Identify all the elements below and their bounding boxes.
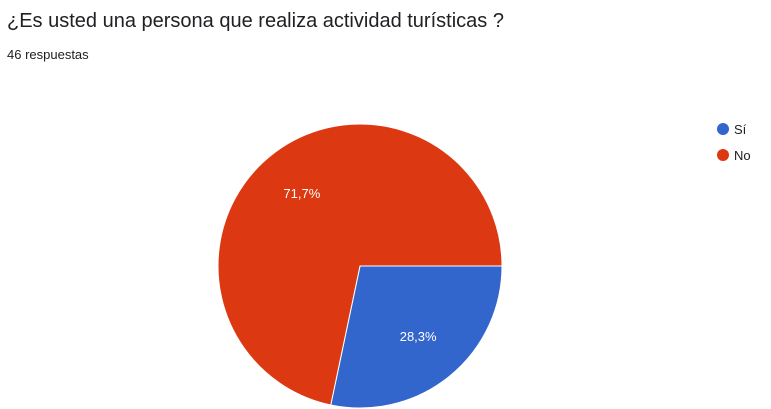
legend-item-0[interactable]: Sí: [717, 119, 751, 139]
pie-slice-label-0: 28,3%: [400, 329, 437, 344]
pie-labels: 28,3% 71,7%: [283, 186, 437, 344]
legend-swatch-1: [717, 149, 729, 161]
legend-label-1: No: [734, 147, 751, 163]
pie-slices: [217, 123, 503, 409]
pie-slice-label-1: 71,7%: [283, 186, 320, 201]
response-count: 46 respuestas: [7, 47, 89, 62]
pie-slice-1[interactable]: [217, 123, 503, 406]
question-title: ¿Es usted una persona que realiza activi…: [7, 10, 504, 32]
chart-legend: Sí No: [717, 119, 751, 171]
pie-slice-0[interactable]: [330, 265, 503, 409]
legend-swatch-0: [717, 123, 729, 135]
legend-item-1[interactable]: No: [717, 145, 751, 165]
legend-label-0: Sí: [734, 121, 747, 137]
